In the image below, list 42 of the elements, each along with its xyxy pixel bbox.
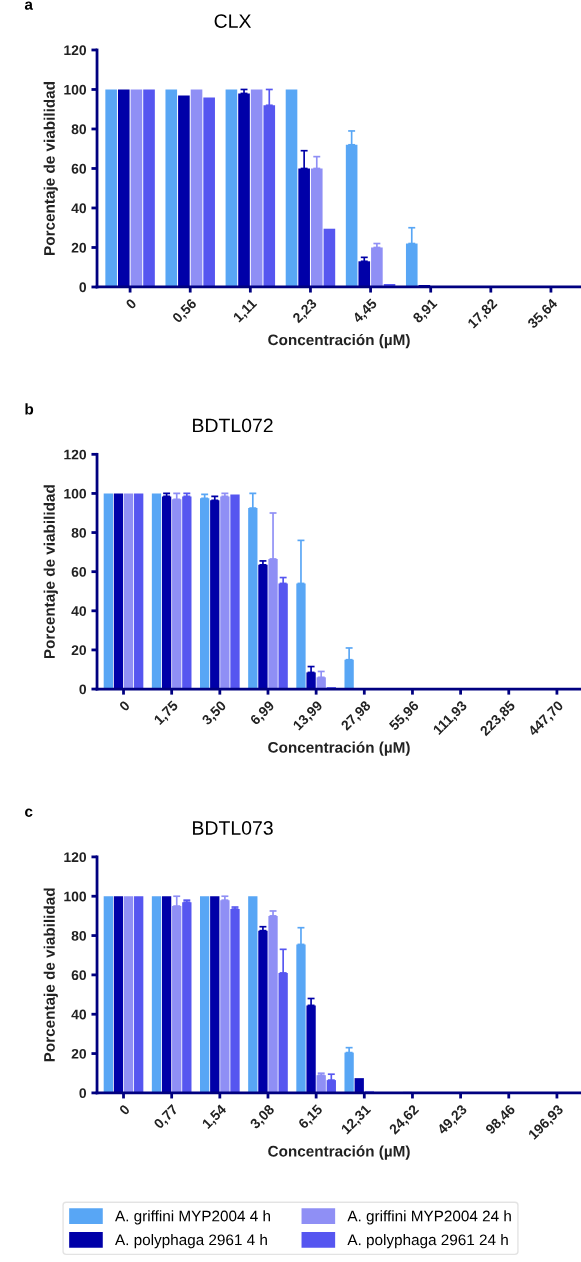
y-tick-label: 60 bbox=[71, 970, 87, 981]
y-tick-label: 20 bbox=[71, 645, 87, 656]
y-tick-label: 0 bbox=[79, 684, 87, 695]
y-tick-label: 120 bbox=[64, 45, 87, 56]
legend-label: A. polyphaga 2961 24 h bbox=[347, 1234, 508, 1249]
y-tick-label: 100 bbox=[64, 488, 87, 499]
y-tick-label: 40 bbox=[71, 1009, 87, 1020]
y-axis-title: Porcentaje de viabilidad bbox=[43, 485, 58, 659]
chart-title: CLX bbox=[214, 14, 252, 28]
y-tick-label: 40 bbox=[71, 606, 87, 616]
y-tick-label: 20 bbox=[71, 1048, 87, 1059]
y-tick-label: 20 bbox=[71, 242, 87, 253]
chart-title: BDTL073 bbox=[193, 821, 273, 835]
chart-title: BDTL072 bbox=[193, 418, 273, 433]
x-tick-label: 0 bbox=[125, 298, 137, 310]
legend-label: A. polyphaga 2961 4 h bbox=[115, 1234, 267, 1249]
x-axis-title: Concentración (µM) bbox=[268, 1145, 410, 1160]
y-axis-title: Porcentaje de viabilidad bbox=[43, 82, 58, 255]
x-tick-label: 0,56 bbox=[171, 298, 199, 325]
y-tick-label: 60 bbox=[71, 163, 87, 174]
y-tick-label: 120 bbox=[64, 852, 87, 863]
x-tick-label: 0 bbox=[118, 700, 131, 712]
text: b bbox=[25, 403, 34, 415]
y-tick-label: 80 bbox=[71, 527, 87, 538]
y-tick-label: 0 bbox=[79, 282, 87, 293]
x-axis-title: Concentración (µM) bbox=[268, 333, 410, 349]
x-tick-label: 0 bbox=[118, 1103, 131, 1116]
y-tick-label: 100 bbox=[64, 891, 87, 902]
y-tick-label: 40 bbox=[71, 203, 87, 214]
legend-label: A. griffini MYP2004 24 h bbox=[347, 1210, 511, 1225]
legend-label: A. griffini MYP2004 4 h bbox=[115, 1210, 270, 1225]
x-axis-title: Concentración (µM) bbox=[268, 741, 410, 756]
y-axis-title: Porcentaje de viabilidad bbox=[43, 888, 58, 1062]
x-tick-label: 6,99 bbox=[249, 700, 277, 727]
y-tick-label: 0 bbox=[79, 1088, 87, 1099]
y-tick-label: 120 bbox=[64, 449, 87, 460]
y-tick-label: 60 bbox=[71, 567, 87, 577]
y-tick-label: 100 bbox=[64, 84, 87, 95]
y-tick-label: 80 bbox=[71, 124, 87, 135]
text: c bbox=[25, 808, 33, 817]
text: a bbox=[24, 1, 34, 10]
y-tick-label: 80 bbox=[71, 930, 87, 941]
